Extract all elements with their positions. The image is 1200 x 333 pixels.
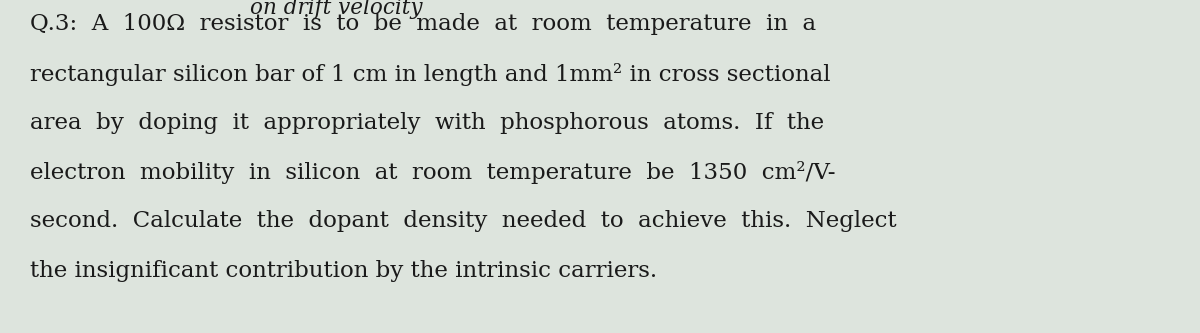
Text: second.  Calculate  the  dopant  density  needed  to  achieve  this.  Neglect: second. Calculate the dopant density nee… [30,210,896,232]
Text: the insignificant contribution by the intrinsic carriers.: the insignificant contribution by the in… [30,260,658,282]
Text: Q.3:  A  100Ω  resistor  is  to  be  made  at  room  temperature  in  a: Q.3: A 100Ω resistor is to be made at ro… [30,13,816,35]
Text: rectangular silicon bar of 1 cm in length and 1mm² in cross sectional: rectangular silicon bar of 1 cm in lengt… [30,63,830,86]
Text: electron  mobility  in  silicon  at  room  temperature  be  1350  cm²/V-: electron mobility in silicon at room tem… [30,161,835,184]
Text: area  by  doping  it  appropriately  with  phosphorous  atoms.  If  the: area by doping it appropriately with pho… [30,112,824,134]
Text: on drift velocity: on drift velocity [250,0,422,19]
